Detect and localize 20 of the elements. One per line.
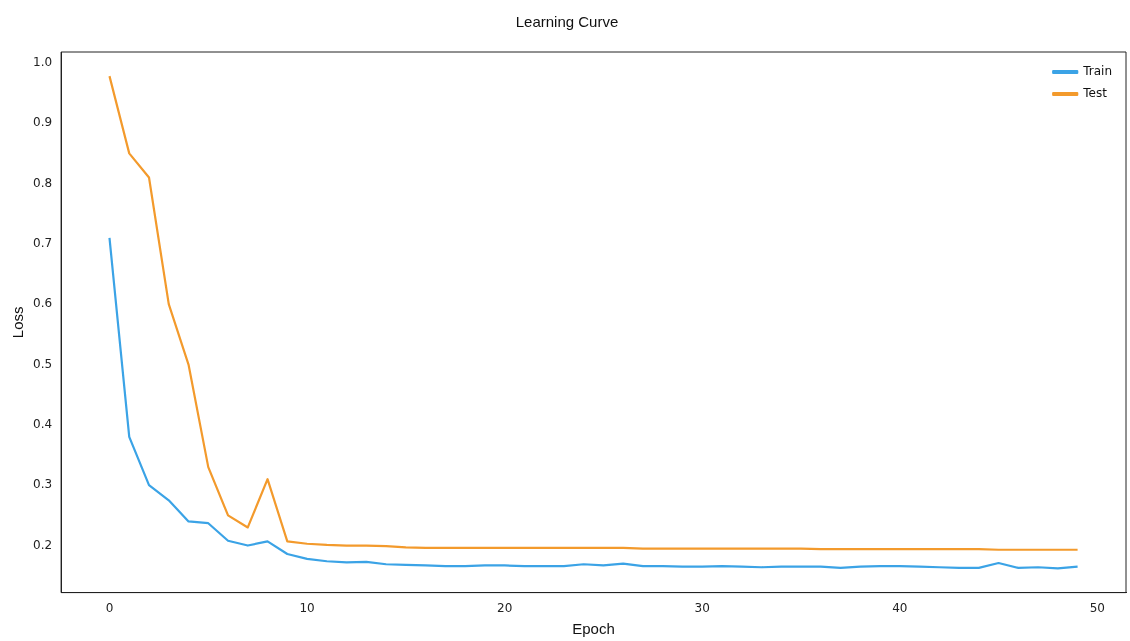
y-tick-label: 0.9 [32, 115, 53, 130]
y-tick-label: 1.0 [32, 54, 53, 69]
y-tick-label: 0.4 [32, 416, 53, 431]
x-tick-label: 40 [892, 600, 908, 615]
legend-label: Train [1082, 64, 1112, 79]
y-axis-title: Loss [9, 306, 27, 339]
x-tick-label: 30 [694, 600, 710, 615]
x-axis-title: Epoch [572, 620, 615, 638]
x-tick-label: 10 [299, 600, 315, 615]
y-tick-label: 0.3 [32, 477, 53, 492]
y-tick-label: 0.7 [32, 235, 53, 250]
x-tick-label: 50 [1089, 600, 1105, 615]
x-tick-label: 20 [496, 600, 513, 615]
x-tick-label: 0 [105, 600, 114, 615]
y-tick-label: 0.5 [32, 356, 53, 371]
y-tick-label: 0.2 [32, 537, 53, 552]
chart-title: Learning Curve [515, 13, 619, 31]
legend-label: Test [1082, 86, 1108, 101]
y-tick-label: 0.8 [32, 175, 53, 190]
y-tick-label: 0.6 [32, 296, 53, 311]
